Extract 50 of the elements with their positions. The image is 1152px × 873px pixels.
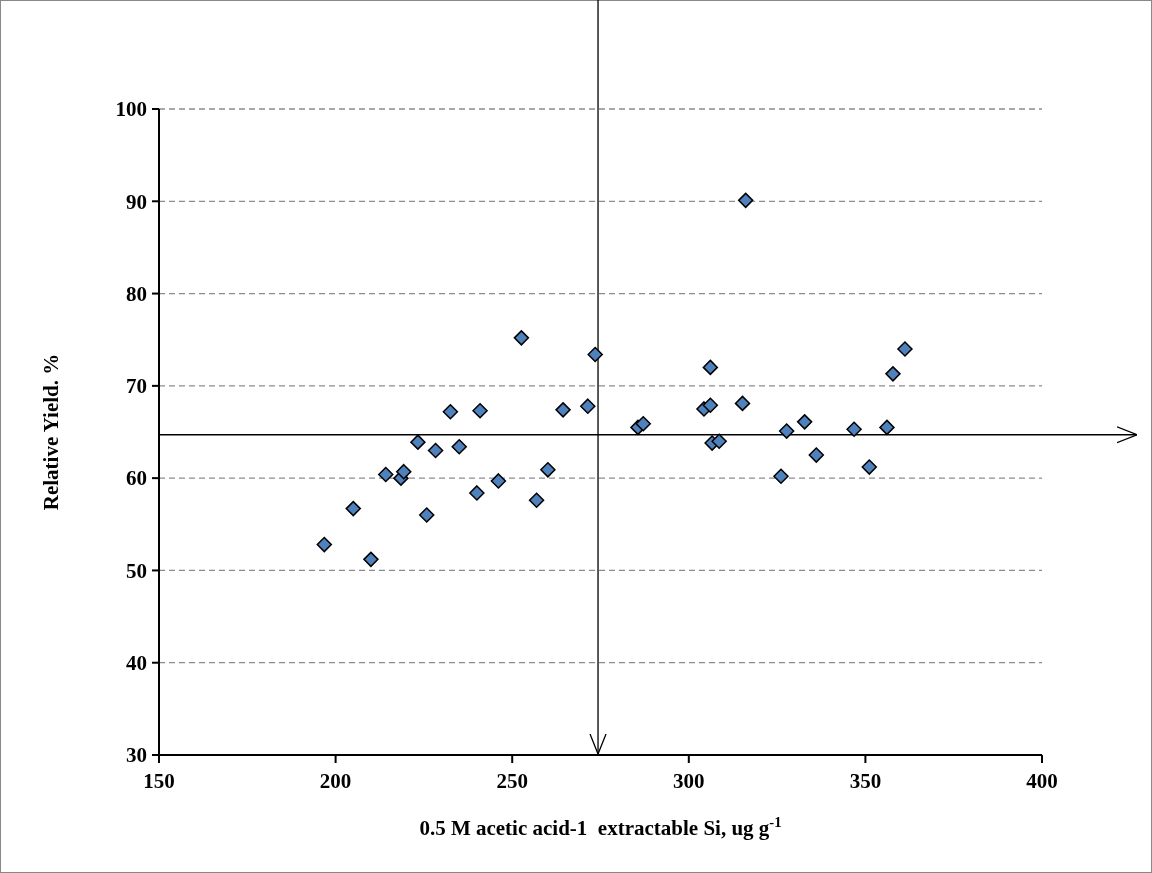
point	[540, 462, 556, 478]
point	[555, 402, 571, 418]
point	[410, 434, 426, 450]
x-tick-label: 200	[319, 769, 352, 793]
point	[885, 366, 901, 382]
y-tick-label: 70	[126, 374, 147, 399]
point	[513, 330, 530, 346]
point	[778, 423, 795, 439]
point	[861, 459, 878, 475]
point	[396, 463, 412, 480]
point	[796, 414, 813, 430]
point	[734, 395, 751, 412]
point	[442, 403, 459, 420]
point	[879, 419, 895, 436]
point	[469, 485, 485, 501]
point	[363, 551, 379, 568]
point	[635, 415, 651, 432]
x-tick-label: 250	[496, 769, 528, 793]
point	[418, 507, 435, 523]
y-tick-label: 60	[126, 466, 147, 491]
y-tick-label: 90	[126, 189, 147, 214]
y-tick-label: 100	[115, 97, 147, 122]
point	[702, 397, 719, 413]
point	[702, 359, 719, 376]
x-tick-label: 300	[673, 769, 705, 793]
point	[808, 447, 825, 463]
y-tick-label: 80	[126, 281, 147, 306]
point	[587, 346, 603, 363]
x-tick-label: 400	[1026, 769, 1058, 793]
point	[316, 536, 333, 553]
point	[580, 398, 596, 414]
point	[427, 442, 444, 459]
point	[773, 468, 789, 485]
point	[528, 492, 545, 509]
point	[490, 473, 507, 489]
point	[897, 341, 913, 357]
point	[737, 192, 754, 209]
point	[451, 439, 467, 455]
x-axis-title: 0.5 M acetic acid-1 extractable Si, ug g$^{-1}$	[419, 814, 782, 840]
x-tick-label: 350	[849, 769, 882, 793]
y-axis-title: Relative Yield. %	[39, 353, 63, 511]
x-tick-label: 150	[143, 769, 175, 793]
point	[472, 403, 488, 419]
point	[846, 421, 862, 437]
point	[378, 466, 394, 483]
point	[345, 500, 362, 517]
y-tick-label: 30	[126, 743, 147, 768]
y-tick-label: 40	[126, 651, 147, 676]
point	[711, 433, 727, 449]
y-tick-label: 50	[126, 558, 147, 583]
